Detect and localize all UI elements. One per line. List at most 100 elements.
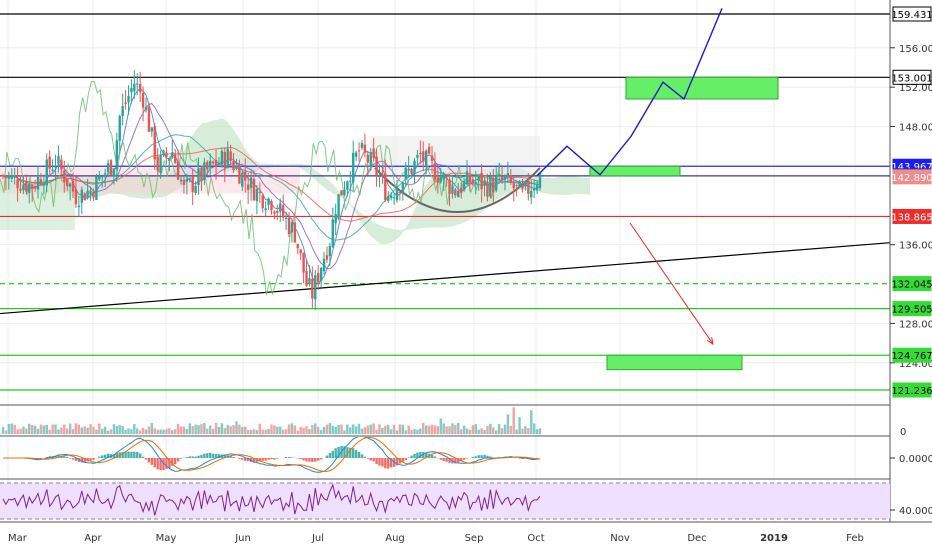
- candle-body: [229, 151, 231, 161]
- candle-body: [250, 177, 252, 188]
- candle-body: [215, 160, 217, 167]
- volume-bar: [84, 426, 86, 434]
- volume-bar: [51, 425, 53, 434]
- volume-bar: [416, 430, 418, 434]
- volume-bar: [37, 429, 39, 434]
- volume-bar: [469, 430, 471, 434]
- volume-bar: [302, 428, 304, 434]
- candle-body: [2, 175, 4, 176]
- candle-body: [162, 151, 164, 155]
- volume-bar: [320, 430, 322, 434]
- volume-bar: [75, 423, 77, 434]
- candle-body: [329, 246, 331, 256]
- candle-body: [422, 151, 424, 161]
- candle-body: [136, 84, 138, 85]
- candle-body: [180, 180, 182, 182]
- volume-bar: [16, 430, 18, 434]
- macd-histogram-bar: [364, 457, 366, 458]
- macd-histogram-bar: [480, 455, 482, 458]
- candle-body: [84, 193, 86, 200]
- volume-bar: [355, 426, 357, 434]
- volume-bar: [232, 425, 234, 434]
- volume-bar: [262, 430, 264, 434]
- price-tick-label: 136.000: [899, 241, 932, 252]
- volume-bar: [407, 426, 409, 434]
- candle-body: [177, 161, 179, 179]
- volume-bar: [197, 425, 199, 434]
- candle-body: [335, 214, 337, 223]
- macd-histogram-bar: [200, 455, 202, 458]
- candle-body: [323, 259, 325, 271]
- rsi-axis-tick: 40.0000: [899, 506, 932, 517]
- macd-histogram-bar: [145, 458, 147, 460]
- candle-body: [194, 186, 196, 193]
- macd-histogram-bar: [92, 458, 94, 460]
- candle-body: [372, 149, 374, 159]
- macd-histogram-bar: [320, 458, 322, 459]
- volume-bar: [194, 425, 196, 434]
- volume-bar: [361, 429, 363, 434]
- candle-body: [480, 173, 482, 190]
- candle-body: [320, 268, 322, 281]
- candle-body: [361, 143, 363, 148]
- macd-histogram-bar: [361, 454, 363, 458]
- macd-histogram-bar: [384, 458, 386, 468]
- volume-bar: [442, 423, 444, 434]
- volume-bar: [180, 427, 182, 434]
- volume-bar: [323, 427, 325, 434]
- candle-body: [346, 182, 348, 190]
- volume-bar: [212, 429, 214, 434]
- candle-body: [501, 176, 503, 180]
- time-axis-label: Mar: [8, 533, 28, 544]
- volume-bar: [89, 424, 91, 434]
- price-level-label: 124.767: [891, 351, 932, 362]
- candle-body: [186, 179, 188, 182]
- volume-bar: [215, 423, 217, 434]
- volume-bar: [419, 429, 421, 434]
- volume-bar: [224, 428, 226, 434]
- candle-body: [244, 172, 246, 181]
- macd-histogram-bar: [410, 456, 412, 458]
- candle-body: [515, 185, 517, 186]
- candle-body: [410, 169, 412, 174]
- candle-body: [445, 178, 447, 179]
- volume-bar: [384, 426, 386, 434]
- candle-body: [302, 253, 304, 273]
- candle-body: [127, 96, 129, 102]
- macd-histogram-bar: [197, 456, 199, 458]
- volume-bar: [405, 430, 407, 434]
- price-level-badges: 159.431153.001143.967142.990142.890138.8…: [891, 7, 932, 397]
- macd-histogram-bar: [387, 458, 389, 469]
- volume-bar: [159, 429, 161, 434]
- volume-bar: [66, 429, 68, 434]
- volume-bar: [422, 423, 424, 434]
- macd-histogram-bar: [413, 454, 415, 458]
- volume-bar: [282, 430, 284, 434]
- macd-histogram-bar: [63, 456, 65, 458]
- support-trendline: [0, 243, 890, 314]
- macd-histogram-bar: [378, 458, 380, 466]
- volume-bar: [177, 424, 179, 434]
- candle-body: [396, 189, 398, 200]
- volume-bar: [8, 424, 10, 434]
- range-band: [370, 136, 540, 176]
- volume-bar: [402, 425, 404, 434]
- candle-body: [46, 159, 48, 185]
- candle-body: [142, 93, 144, 108]
- volume-bar: [445, 426, 447, 434]
- candle-body: [507, 173, 509, 177]
- macd-histogram-bar: [372, 458, 374, 461]
- macd-histogram-bar: [136, 452, 138, 458]
- volume-bar: [273, 425, 275, 434]
- candle-body: [116, 140, 118, 169]
- volume-bar: [370, 425, 372, 434]
- volume-bar: [399, 424, 401, 434]
- volume-bar: [305, 426, 307, 434]
- candle-body: [98, 177, 100, 180]
- volume-bar: [127, 429, 129, 434]
- price-tick-label: 152.000: [899, 83, 932, 94]
- macd-histogram-bar: [317, 458, 319, 461]
- macd-histogram-bar: [89, 458, 91, 460]
